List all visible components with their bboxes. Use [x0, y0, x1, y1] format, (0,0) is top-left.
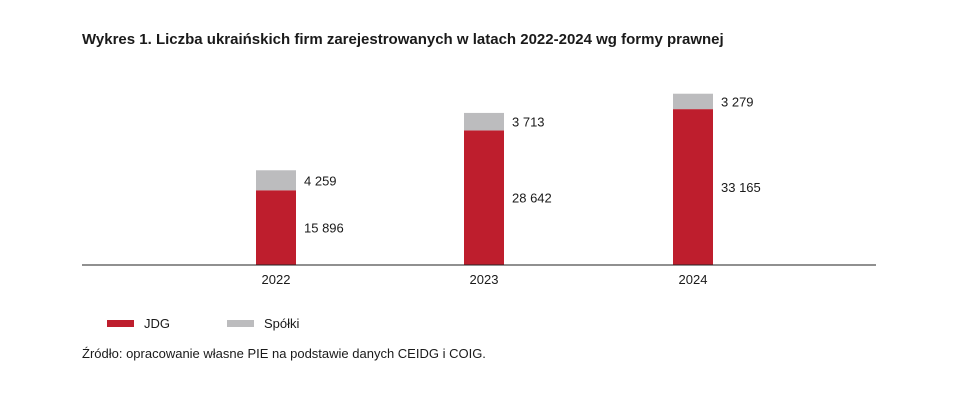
legend-item-spolki: Spółki [227, 316, 299, 331]
source-note: Źródło: opracowanie własne PIE na podsta… [82, 346, 486, 361]
data-label-spolki-2023: 3 713 [512, 115, 545, 130]
labels-group: 15 896 4 259 2022 28 642 3 713 2023 33 165 3 27… [262, 94, 761, 287]
bar-spolki-2024 [673, 93, 713, 110]
data-label-jdg-2024: 33 165 [721, 180, 761, 195]
x-tick-label-2024: 2024 [679, 272, 708, 287]
x-tick-label-2023: 2023 [470, 272, 499, 287]
bar-jdg-2023 [464, 130, 504, 265]
data-label-jdg-2022: 15 896 [304, 221, 344, 236]
chart-title: Wykres 1. Liczba ukraińskich firm zareje… [82, 31, 724, 48]
legend-item-jdg: JDG [107, 316, 170, 331]
bars-group [256, 93, 713, 265]
chart-area: 15 896 4 259 2022 28 642 3 713 2023 33 165 3 27… [82, 93, 876, 287]
data-label-spolki-2024: 3 279 [721, 94, 754, 109]
bar-spolki-2022 [256, 170, 296, 191]
legend-swatch-spolki [227, 320, 254, 327]
bar-jdg-2024 [673, 109, 713, 265]
data-label-jdg-2023: 28 642 [512, 191, 552, 206]
bar-jdg-2022 [256, 190, 296, 265]
legend-label-jdg: JDG [144, 316, 170, 331]
legend-label-spolki: Spółki [264, 316, 300, 331]
legend-swatch-jdg [107, 320, 134, 327]
x-tick-label-2022: 2022 [262, 272, 291, 287]
bar-spolki-2023 [464, 112, 504, 131]
data-label-spolki-2022: 4 259 [304, 173, 337, 188]
